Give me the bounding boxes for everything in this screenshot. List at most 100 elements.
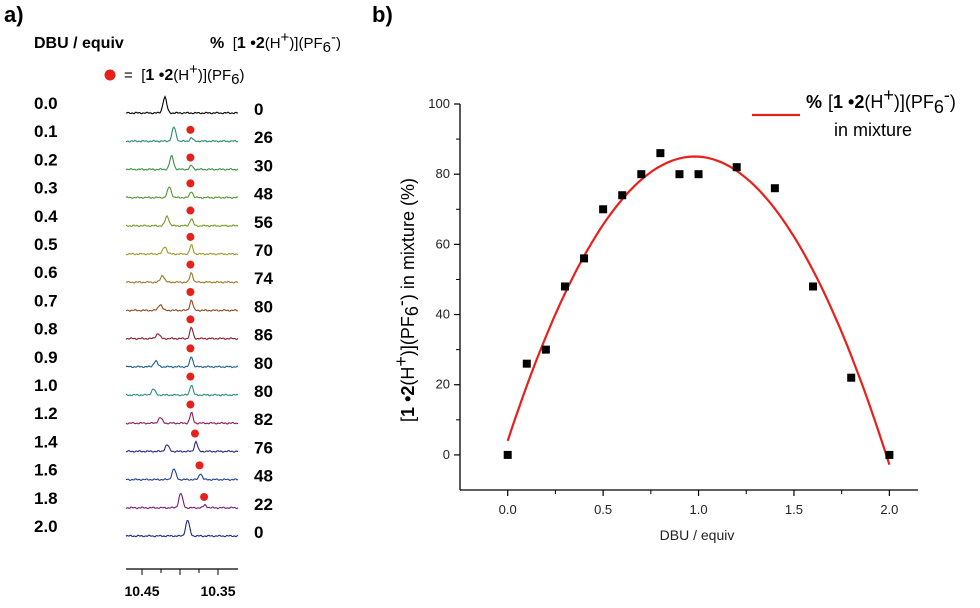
x-tick-label: 2.0 xyxy=(880,502,898,517)
data-point xyxy=(809,282,818,291)
data-point xyxy=(885,450,894,459)
dbu-equiv-header: DBU / equiv xyxy=(34,35,124,52)
x-tick-label: 0.5 xyxy=(594,502,612,517)
data-point xyxy=(541,345,550,354)
percent-label: 48 xyxy=(254,467,273,486)
percent-label: 74 xyxy=(254,269,273,288)
legend-label-line2: in mixture xyxy=(834,120,912,140)
data-point xyxy=(675,170,684,179)
complex-marker-dot xyxy=(186,260,195,269)
data-point xyxy=(637,170,646,179)
y-tick-label: 20 xyxy=(436,377,450,392)
equiv-label: 0.4 xyxy=(34,207,58,226)
x-axis-label: DBU / equiv xyxy=(660,527,735,543)
x-tick-label: 1.0 xyxy=(690,502,708,517)
spectrum-trace xyxy=(125,244,239,256)
percent-label: 80 xyxy=(254,354,273,373)
data-point xyxy=(503,450,512,459)
equiv-label: 1.2 xyxy=(34,404,58,423)
spectrum-trace xyxy=(125,520,239,538)
spectrum-trace xyxy=(125,384,239,397)
percent-label: 82 xyxy=(254,410,273,429)
complex-marker-dot xyxy=(186,179,195,188)
complex-marker-dot xyxy=(186,372,195,381)
complex-marker-dot xyxy=(186,125,195,134)
percent-label: 26 xyxy=(254,128,273,147)
y-tick-label: 0 xyxy=(443,447,450,462)
equiv-label: 2.0 xyxy=(34,517,58,536)
x-tick-label: 1.5 xyxy=(785,502,803,517)
complex-marker-legend-dot xyxy=(104,69,116,81)
complex-marker-dot xyxy=(186,153,195,162)
spectrum-trace xyxy=(125,214,239,228)
y-axis-label: [1 •2(H+)](PF6-) in mixture (%) xyxy=(391,178,422,422)
equiv-label: 0.1 xyxy=(34,122,58,141)
data-point xyxy=(560,282,569,291)
y-tick-label: 40 xyxy=(436,307,450,322)
percent-label: 22 xyxy=(254,495,273,514)
percent-label: 76 xyxy=(254,438,273,457)
equiv-label: 0.5 xyxy=(34,235,58,254)
complex-marker-dot xyxy=(186,400,195,409)
equiv-label: 0.6 xyxy=(34,263,58,282)
y-tick-label: 100 xyxy=(428,96,450,111)
equiv-label: 0.3 xyxy=(34,179,58,198)
percent-label: 56 xyxy=(254,213,273,232)
spectrum-trace xyxy=(125,154,239,171)
spectrum-trace xyxy=(125,492,239,510)
data-point xyxy=(522,359,531,368)
complex-marker-dot xyxy=(186,232,195,241)
spectrum-trace xyxy=(126,95,238,115)
spectrum-x-tick-label: 10.45 xyxy=(124,583,159,599)
data-point xyxy=(770,184,779,193)
legend: % [1 •2(H+)](PF6-) in mixture xyxy=(752,85,956,140)
header-percent: % xyxy=(210,35,224,52)
equiv-label: 0.8 xyxy=(34,320,58,339)
percent-label: 80 xyxy=(254,297,273,316)
spectrum-trace xyxy=(125,326,239,341)
spectrum-trace xyxy=(125,299,239,312)
spectrum-trace xyxy=(125,126,239,143)
percent-label: 80 xyxy=(254,382,273,401)
spectrum-trace xyxy=(125,411,239,425)
y-ticks: 0 20 40 60 80 100 xyxy=(428,96,460,462)
percent-complex-header: % [1 •2(H+)](PF6-) xyxy=(210,29,341,56)
spectrum-trace xyxy=(125,186,238,200)
data-point xyxy=(732,163,741,172)
equiv-label: 0.7 xyxy=(34,291,58,310)
percent-label: 70 xyxy=(254,241,273,260)
complex-marker-dot xyxy=(190,429,199,438)
complex-marker-dot xyxy=(186,315,195,324)
equiv-label: 1.4 xyxy=(34,432,58,451)
percent-label: 30 xyxy=(254,156,273,175)
data-point xyxy=(580,254,589,263)
data-point xyxy=(618,191,627,200)
spectrum-x-tick-label: 10.35 xyxy=(200,583,235,599)
percent-label: 0 xyxy=(254,100,263,119)
complex-marker-dot xyxy=(186,344,195,353)
spectrum-trace xyxy=(125,440,239,453)
data-point xyxy=(656,149,665,158)
spectrum-trace xyxy=(125,271,239,284)
y-tick-label: 80 xyxy=(436,166,450,181)
complex-marker-dot xyxy=(186,206,195,215)
x-tick-label: 0.0 xyxy=(499,502,517,517)
complex-marker-dot xyxy=(195,461,204,470)
percent-label: 0 xyxy=(254,523,263,542)
data-point xyxy=(847,373,856,382)
equiv-label: 1.8 xyxy=(34,489,58,508)
equiv-label: 0.0 xyxy=(34,94,58,113)
y-tick-label: 60 xyxy=(436,236,450,251)
scatter-plot: 0.0 0.5 1.0 1.5 2.0 0 20 40 60 80 100 xyxy=(428,96,918,517)
complex-marker-dot xyxy=(200,492,209,501)
equiv-label: 0.2 xyxy=(34,150,58,169)
x-ticks: 0.0 0.5 1.0 1.5 2.0 xyxy=(499,490,898,517)
nmr-spectra-stack: 0.0 0 0.1 26 0.2 30 0.3 48 0.4 56 0.5 70 0.6 74 0.7 80 0… xyxy=(34,94,273,542)
legend-label-line1: % [1 •2(H+)](PF6-) xyxy=(806,85,956,117)
equiv-label: 1.0 xyxy=(34,376,58,395)
panel-b-label: b) xyxy=(372,2,393,27)
data-point xyxy=(694,170,703,179)
spectrum-trace xyxy=(125,468,239,482)
data-point xyxy=(599,205,608,214)
